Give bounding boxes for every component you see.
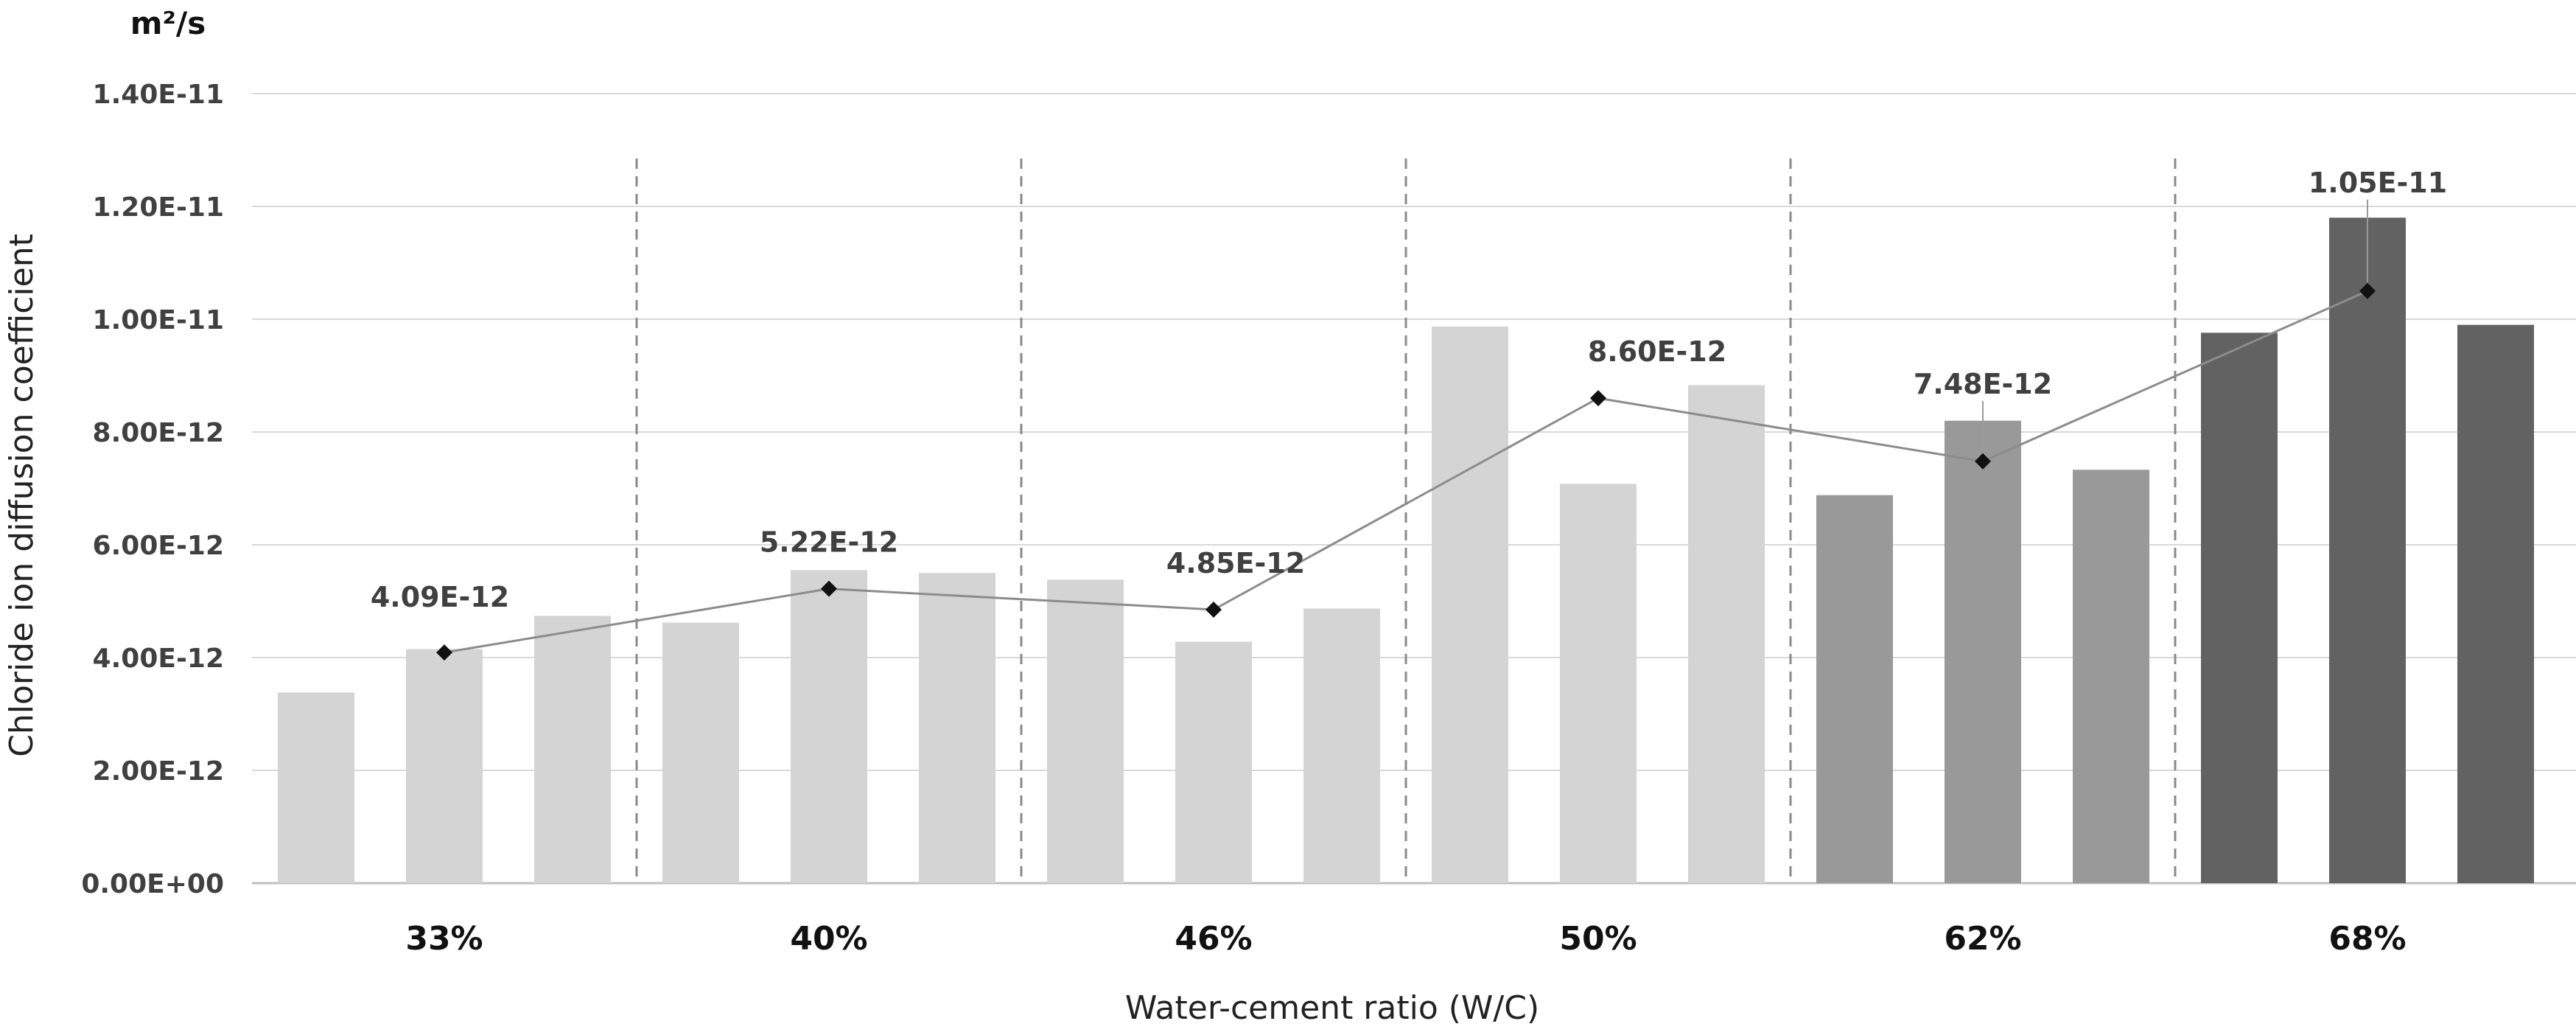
bar (1175, 641, 1252, 883)
bar (2329, 217, 2406, 883)
chart-text: 0.00E+00 2.00E-12 4.00E-12 6.00E-12 8.00E-12… (81, 80, 2447, 958)
bars (278, 217, 2534, 883)
y-tick-label: 1.40E-11 (93, 80, 224, 110)
bar (534, 616, 611, 883)
bar (1303, 608, 1380, 883)
mean-marker (436, 644, 452, 661)
mean-line-path (444, 290, 2368, 654)
bar (2457, 324, 2534, 883)
x-category-label: 46% (1175, 920, 1252, 958)
mean-line (436, 199, 2376, 661)
x-category-label: 40% (790, 920, 867, 958)
y-tick-label: 1.00E-11 (93, 305, 224, 335)
bar (1047, 579, 1124, 883)
unit-label: m²/s (130, 5, 206, 41)
bar (1432, 326, 1508, 883)
y-tick-label: 0.00E+00 (81, 869, 224, 899)
x-axis-title: Water-cement ratio (W/C) (1125, 989, 1539, 1027)
mean-data-label: 8.60E-12 (1588, 335, 1726, 368)
mean-data-label: 7.48E-12 (1914, 368, 2052, 400)
mean-data-label: 4.09E-12 (371, 581, 509, 613)
y-tick-label: 8.00E-12 (93, 418, 224, 448)
bar (791, 570, 867, 883)
y-tick-label: 1.20E-11 (93, 192, 224, 223)
bar (1560, 484, 1637, 883)
gridlines (252, 93, 2576, 885)
bar (1816, 495, 1893, 883)
mean-marker (1590, 390, 1606, 407)
bar (278, 692, 354, 883)
bar (919, 573, 995, 883)
y-tick-label: 2.00E-12 (93, 756, 224, 787)
x-category-label: 68% (2328, 920, 2406, 958)
bar (1945, 420, 2021, 883)
bar (1688, 385, 1765, 883)
mean-data-label: 4.85E-12 (1166, 547, 1305, 579)
mean-marker (1205, 601, 1222, 618)
bar (406, 649, 483, 883)
mean-data-label: 1.05E-11 (2309, 167, 2447, 199)
x-category-label: 50% (1559, 920, 1637, 958)
bar (662, 622, 739, 883)
group-separators (635, 158, 2177, 883)
bar (2201, 332, 2278, 883)
x-category-label: 62% (1944, 920, 2021, 958)
x-category-label: 33% (405, 920, 483, 958)
y-axis-title: Chloride ion diffusion coefficient (3, 234, 41, 757)
bar (2073, 470, 2149, 883)
mean-data-label: 5.22E-12 (760, 526, 898, 559)
y-tick-label: 4.00E-12 (93, 644, 224, 674)
mean-marker (821, 580, 837, 597)
mean-marker (1975, 453, 1991, 470)
mean-marker (2359, 282, 2376, 299)
y-tick-label: 6.00E-12 (93, 531, 224, 561)
